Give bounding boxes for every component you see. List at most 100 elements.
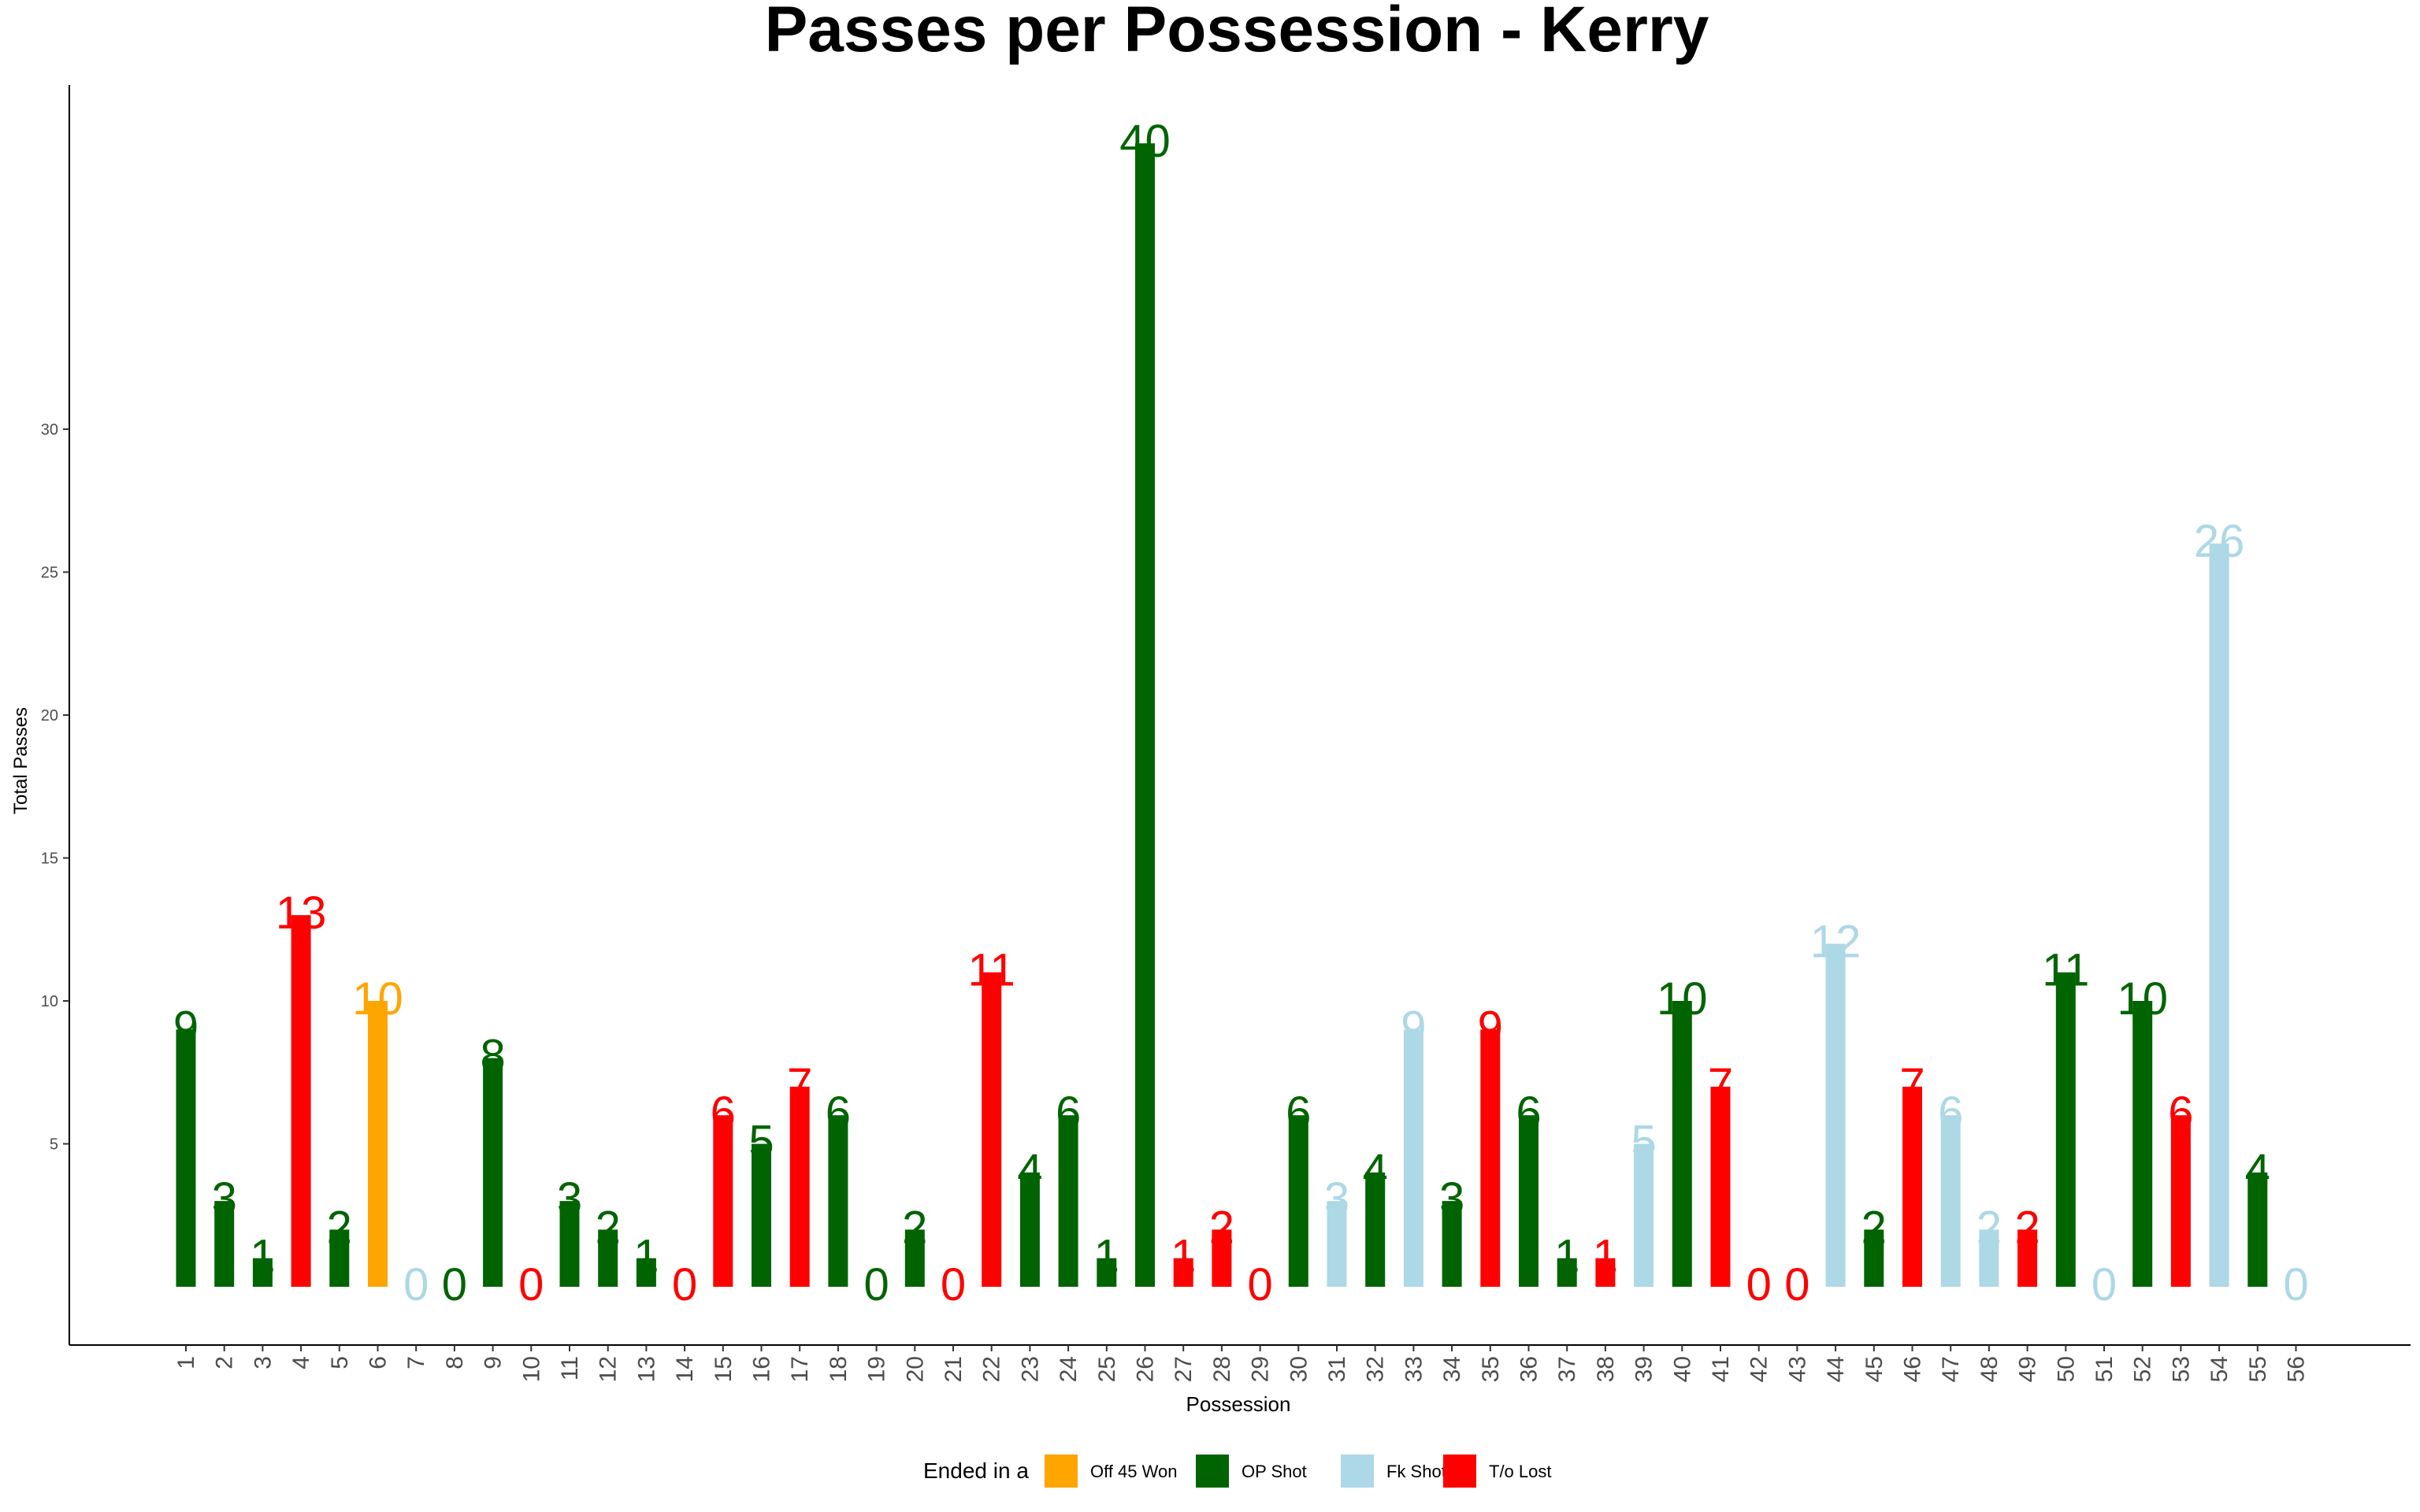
data-label: 1	[1554, 1231, 1579, 1282]
x-tick-label: 1	[173, 1356, 199, 1369]
data-label: 7	[787, 1059, 812, 1110]
bar	[789, 1086, 810, 1287]
data-label: 10	[1657, 973, 1708, 1025]
data-label: 1	[250, 1231, 275, 1282]
x-tick-label: 8	[442, 1356, 468, 1369]
x-tick-label: 49	[2015, 1356, 2041, 1382]
data-label: 7	[1708, 1059, 1733, 1110]
data-label: 5	[1631, 1117, 1656, 1168]
data-label: 3	[1324, 1173, 1349, 1225]
data-label: 9	[173, 1002, 199, 1053]
bar	[1902, 1086, 1922, 1287]
x-tick-label: 43	[1784, 1356, 1810, 1382]
x-tick-label: 14	[672, 1356, 698, 1382]
x-tick-label: 41	[1708, 1356, 1734, 1382]
data-label: 10	[2117, 973, 2168, 1025]
data-label: 9	[1478, 1002, 1503, 1053]
x-tick-label: 54	[2207, 1356, 2233, 1382]
bar	[1825, 943, 1846, 1287]
data-label: 6	[2168, 1088, 2193, 1139]
bar	[713, 1115, 733, 1287]
bar	[598, 1229, 618, 1287]
x-tick-label: 24	[1056, 1356, 1082, 1382]
y-tick-label: 30	[41, 421, 58, 439]
x-tick-label: 50	[2053, 1356, 2079, 1382]
bar	[1979, 1229, 1999, 1287]
data-label: 0	[1746, 1259, 1772, 1310]
x-axis-label: Possession	[1186, 1392, 1291, 1416]
x-tick-label: 7	[403, 1356, 429, 1369]
bar	[1864, 1229, 1884, 1287]
data-label: 0	[941, 1259, 966, 1310]
x-tick-label: 48	[1976, 1356, 2002, 1382]
legend: Ended in a Off 45 Won OP Shot Fk Shot T/o Lo…	[923, 1455, 1551, 1488]
x-tick-label: 28	[1209, 1356, 1235, 1382]
x-tick-label: 36	[1516, 1356, 1542, 1382]
data-label: 6	[1516, 1088, 1541, 1139]
x-tick-label: 42	[1746, 1356, 1772, 1382]
x-tick-label: 13	[633, 1356, 659, 1382]
bar	[2055, 972, 2076, 1287]
data-label: 12	[1810, 916, 1861, 967]
x-tick-label: 44	[1823, 1356, 1849, 1382]
data-label: 0	[2283, 1259, 2308, 1310]
bar	[291, 915, 311, 1287]
bar	[1480, 1029, 1501, 1287]
x-tick-label: 46	[1900, 1356, 1926, 1382]
data-label: 6	[711, 1088, 736, 1139]
data-label: 0	[442, 1259, 467, 1310]
bar	[1940, 1115, 1961, 1287]
x-tick-label: 35	[1478, 1356, 1504, 1382]
x-tick-label: 2	[212, 1356, 238, 1369]
x-tick-label: 9	[481, 1356, 507, 1369]
data-label: 1	[633, 1231, 659, 1282]
bar	[1019, 1172, 1040, 1287]
y-tick-label: 5	[50, 1136, 58, 1154]
legend-swatch	[1341, 1455, 1374, 1488]
data-label: 9	[1401, 1002, 1426, 1053]
legend-swatch	[1196, 1455, 1229, 1488]
data-label: 2	[902, 1202, 927, 1253]
bar	[1634, 1143, 1654, 1287]
x-tick-label: 22	[979, 1356, 1005, 1382]
data-label: 2	[596, 1202, 621, 1253]
y-axis-label: Total Passes	[10, 707, 32, 814]
data-label: 0	[863, 1259, 889, 1310]
data-label: 0	[2092, 1259, 2117, 1310]
bar	[559, 1201, 580, 1287]
data-label: 26	[2194, 516, 2245, 567]
data-label: 1	[1094, 1231, 1119, 1282]
bar	[176, 1029, 196, 1287]
y-tick-label: 25	[41, 565, 58, 582]
data-label: 3	[212, 1173, 237, 1225]
legend-swatch	[1045, 1455, 1078, 1488]
bar	[1403, 1029, 1423, 1287]
data-label: 4	[1017, 1145, 1042, 1196]
bar	[828, 1115, 848, 1287]
data-label: 3	[557, 1173, 582, 1225]
bar	[368, 1001, 388, 1287]
bar	[1365, 1172, 1386, 1287]
bar	[1212, 1229, 1232, 1287]
data-label: 0	[1247, 1259, 1272, 1310]
x-tick-label: 6	[366, 1356, 392, 1369]
legend-label: OP Shot	[1242, 1462, 1307, 1481]
data-label: 2	[2014, 1202, 2040, 1253]
bar	[2017, 1229, 2038, 1287]
x-tick-label: 29	[1248, 1356, 1274, 1382]
x-tick-label: 19	[864, 1356, 890, 1382]
bar	[252, 1258, 273, 1287]
bar	[752, 1143, 771, 1287]
bar	[1710, 1086, 1731, 1287]
x-tick-label: 51	[2092, 1356, 2118, 1382]
x-tick-label: 25	[1094, 1356, 1120, 1382]
bar	[904, 1229, 925, 1287]
y-tick-label: 10	[41, 993, 58, 1010]
bar	[1557, 1258, 1577, 1287]
x-tick-label: 15	[711, 1356, 737, 1382]
data-label: 0	[518, 1259, 544, 1310]
data-label: 5	[748, 1117, 774, 1168]
bar	[1135, 143, 1155, 1287]
